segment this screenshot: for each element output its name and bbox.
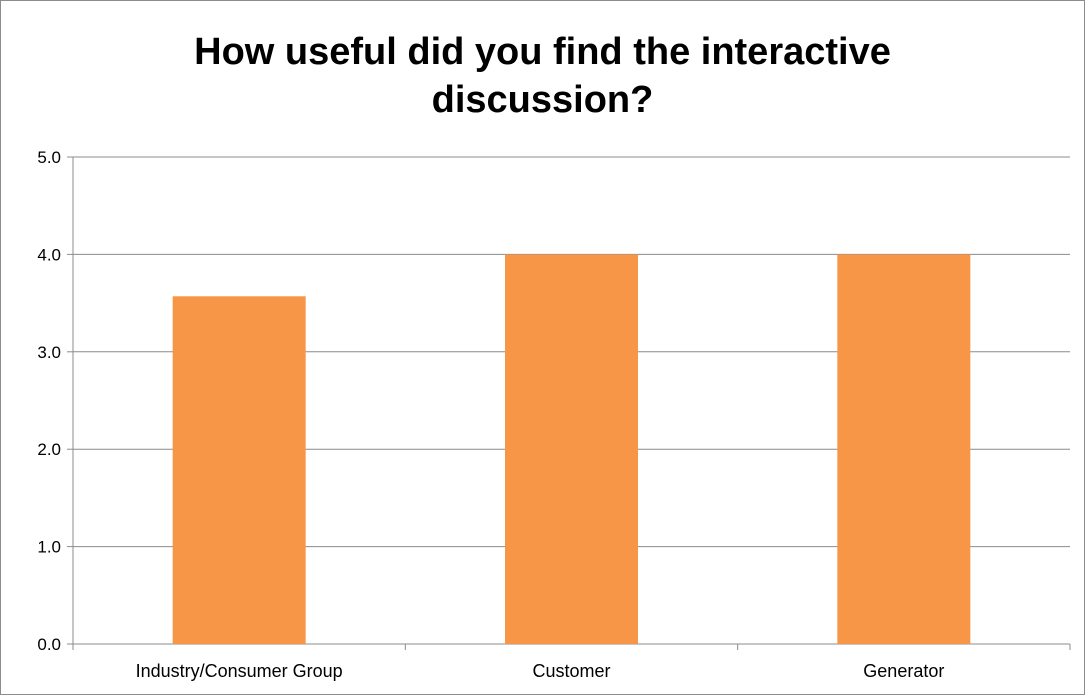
bar-1 xyxy=(172,296,306,644)
x-tick-label-1: Industry/Consumer Group xyxy=(136,661,343,681)
x-tick-label-3: Generator xyxy=(863,661,944,681)
y-tick-label-0: 0.0 xyxy=(37,635,61,654)
chart-title: How useful did you find the interactive … xyxy=(194,31,891,121)
bar-2 xyxy=(505,254,638,644)
y-tick-label-2: 2.0 xyxy=(37,440,61,459)
y-tick-label-3: 3.0 xyxy=(37,343,61,362)
y-tick-label-4: 4.0 xyxy=(37,245,61,264)
y-tick-label-5: 5.0 xyxy=(37,148,61,167)
x-tick-label-2: Customer xyxy=(532,661,610,681)
y-tick-label-1: 1.0 xyxy=(37,538,61,557)
bar-3 xyxy=(837,254,971,644)
